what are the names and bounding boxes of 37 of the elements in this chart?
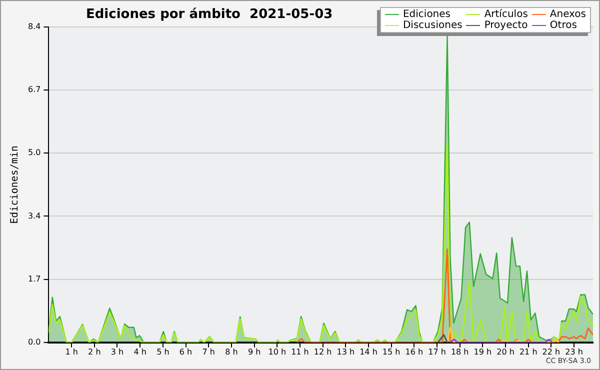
x-tick-label: 13 h [336,347,355,356]
legend-label: Proyecto [483,20,528,31]
legend-label: Otros [548,20,578,31]
y-tick-label: 3.4 [28,211,41,220]
legend-label: Discusiones [402,20,462,31]
x-tick-label: 1 h [65,347,78,356]
x-tick-label: 22 h [542,347,560,356]
x-tick-label: 12 h [314,347,332,356]
y-tick-label: 5.0 [28,148,41,158]
y-tick-label: 0.0 [28,337,41,346]
y-tick-label: 6.7 [28,85,41,94]
x-tick-label: 5 h [156,347,170,356]
legend-label: Anexos [548,9,586,20]
x-tick-label: 19 h [474,347,492,356]
y-tick-label: 8.4 [28,22,41,32]
x-tick-label: 21 h [519,347,538,356]
x-tick-label: 10 h [268,347,286,356]
x-tick-label: 4 h [134,347,146,356]
x-tick-label: 3 h [110,347,124,356]
legend-label: Artículos [483,9,528,20]
x-tick-label: 14 h [360,347,378,356]
y-tick-label: 1.7 [28,274,41,284]
x-tick-label: 6 h [179,347,192,356]
x-tick-label: 11 h [291,347,309,356]
legend-label: Ediciones [402,9,452,20]
x-tick-label: 15 h [382,347,400,356]
x-tick-label: 16 h [405,347,424,356]
x-tick-label: 9 h [248,347,261,356]
x-tick-label: 8 h [225,347,238,356]
y-axis-title: Ediciones/min [10,146,21,224]
x-tick-label: 18 h [450,347,469,356]
x-tick-label: 23 h [565,347,583,356]
x-tick-label: 20 h [496,347,514,356]
x-tick-label: 2 h [88,347,101,356]
chart-title: Ediciones por ámbito 2021-05-03 [86,7,333,22]
x-tick-label: 7 h [202,347,215,356]
x-tick-label: 17 h [428,347,446,356]
